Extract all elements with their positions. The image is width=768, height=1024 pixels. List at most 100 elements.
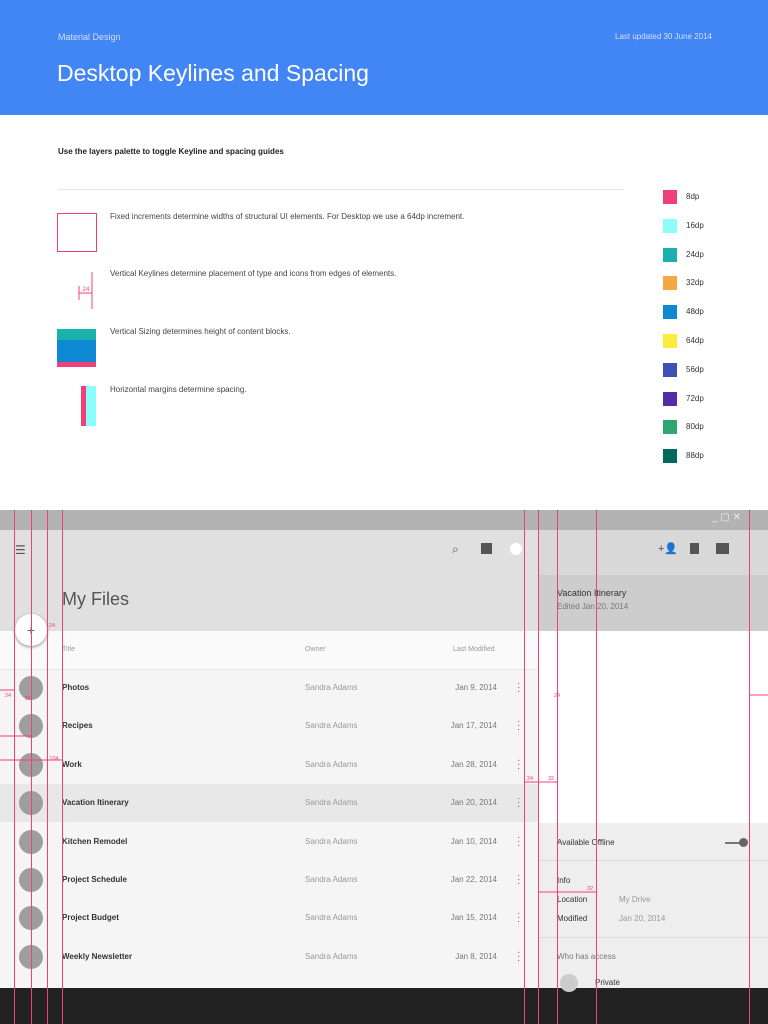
detail-title: Vacation Itinerary xyxy=(557,588,627,598)
file-owner: Sandra Adams xyxy=(305,798,358,808)
more-icon: · · · xyxy=(517,678,521,697)
legend-swatch xyxy=(663,218,677,233)
legend-label: 80dp xyxy=(686,422,704,432)
updated: Last updated 30 June 2014 xyxy=(615,32,712,41)
legend-swatch xyxy=(663,362,677,377)
header-bar xyxy=(0,0,768,115)
spacing-annotation: 96 xyxy=(25,696,31,702)
divider xyxy=(58,189,624,190)
access-heading: Who has access xyxy=(557,952,616,961)
icon-sizing-a xyxy=(57,329,96,340)
more-icon: · · · xyxy=(517,793,521,813)
file-name: Photos xyxy=(62,683,90,692)
file-name: Weekly Newsletter xyxy=(62,951,133,961)
detail-subtitle: Edited Jan 20, 2014 xyxy=(557,602,629,611)
file-name: Project Schedule xyxy=(62,875,127,884)
column-header: Last Modified xyxy=(453,646,495,653)
file-name: Recipes xyxy=(62,721,93,731)
app-header xyxy=(0,530,538,631)
file-name: Kitchen Remodel xyxy=(62,836,128,846)
file-name: Vacation Itinerary xyxy=(62,798,129,808)
legend-label: 32dp xyxy=(686,278,704,288)
legend-swatch xyxy=(663,449,677,464)
file-owner: Sandra Adams xyxy=(305,875,358,884)
file-owner: Sandra Adams xyxy=(305,683,358,692)
spacing-annotation: 104 xyxy=(49,756,58,762)
access-value: Private xyxy=(595,978,620,987)
search-icon[interactable]: ⌕ xyxy=(452,542,459,556)
file-name: Project Budget xyxy=(62,913,119,923)
rule-text: Fixed increments determine widths of str… xyxy=(110,212,465,221)
selected-row xyxy=(0,784,538,822)
access-avatar xyxy=(560,974,578,992)
spacing-annotation: 24 xyxy=(527,776,533,782)
location-value: My Drive xyxy=(619,895,651,904)
file-name: Work xyxy=(62,759,82,769)
window-bar xyxy=(0,510,768,530)
icon-sizing-b xyxy=(57,340,96,362)
file-owner: Sandra Adams xyxy=(305,951,358,961)
legend-label: 72dp xyxy=(686,393,704,403)
legend-label: 8dp xyxy=(686,192,700,201)
legend-swatch xyxy=(663,334,677,348)
toggle-track[interactable] xyxy=(725,842,747,844)
delete-icon[interactable] xyxy=(690,543,699,554)
modified-value: Jan 20, 2014 xyxy=(619,914,666,923)
icon-increment xyxy=(57,213,97,252)
rule-text: Horizontal margins determine spacing. xyxy=(110,385,247,394)
more-icon: · · · xyxy=(517,716,521,736)
share-icon[interactable]: +👤 xyxy=(658,543,679,555)
info-divider xyxy=(538,860,768,861)
legend-label: 88dp xyxy=(686,451,704,461)
info-heading: Info xyxy=(557,876,571,885)
column-header: Title xyxy=(62,646,75,653)
legend-swatch xyxy=(663,276,677,291)
more-icon: · · · xyxy=(517,946,521,966)
file-date: Jan 22, 2014 xyxy=(450,875,497,884)
file-date: Jan 17, 2014 xyxy=(450,721,497,731)
move-icon[interactable] xyxy=(716,543,729,554)
file-date: Jan 20, 2014 xyxy=(450,798,497,808)
legend-label: 16dp xyxy=(686,220,704,230)
legend-label: 64dp xyxy=(686,336,704,345)
detail-header xyxy=(538,575,768,631)
more-icon: · · · xyxy=(517,831,521,851)
file-date: Jan 8, 2014 xyxy=(455,951,497,961)
file-date: Jan 9, 2014 xyxy=(455,683,497,692)
legend-label: 24dp xyxy=(686,249,704,259)
spacing-annotation: 24 xyxy=(5,693,11,699)
file-date: Jan 28, 2014 xyxy=(450,759,497,769)
detail-info xyxy=(538,823,768,988)
icon-margin-a xyxy=(81,386,86,426)
legend-swatch xyxy=(663,420,677,435)
more-icon: · · · xyxy=(517,870,521,889)
legend-swatch xyxy=(663,305,677,320)
file-date: Jan 10, 2014 xyxy=(450,836,497,846)
more-icon: · · · xyxy=(517,908,521,928)
icon-sizing-c xyxy=(57,362,96,367)
file-owner: Sandra Adams xyxy=(305,759,358,769)
file-date: Jan 15, 2014 xyxy=(450,913,497,923)
grid-icon[interactable] xyxy=(481,543,492,554)
page-title: Desktop Keylines and Spacing xyxy=(57,60,369,86)
menu-icon[interactable]: ☰ xyxy=(15,543,26,557)
file-owner: Sandra Adams xyxy=(305,913,358,923)
toggle-thumb[interactable] xyxy=(739,838,748,847)
brand: Material Design xyxy=(58,32,121,42)
list-header xyxy=(0,631,538,670)
detail-preview xyxy=(538,631,768,823)
file-owner: Sandra Adams xyxy=(305,721,358,731)
spacing-annotation: 32 xyxy=(548,776,554,782)
info-icon[interactable] xyxy=(510,543,522,555)
legend-label: 56dp xyxy=(686,364,704,374)
icon-keyline xyxy=(78,272,93,309)
legend-swatch xyxy=(663,391,677,406)
legend-label: 48dp xyxy=(686,307,704,317)
legend-swatch xyxy=(663,247,677,262)
spacing-annotation: 24 xyxy=(554,693,560,699)
detail-toolbar xyxy=(538,530,768,575)
column-header: Owner xyxy=(305,646,326,653)
app-title: My Files xyxy=(62,589,129,609)
